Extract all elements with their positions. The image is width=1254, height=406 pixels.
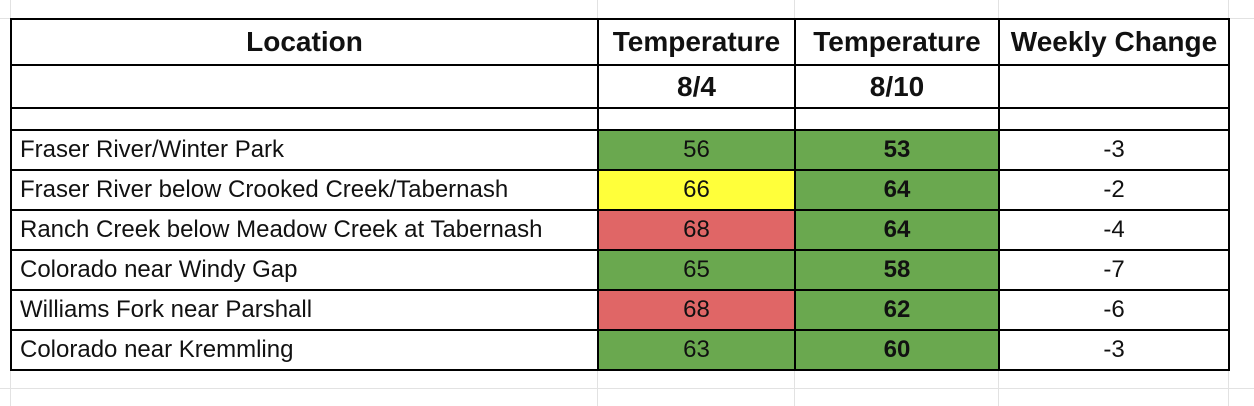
header-row-1: Location Temperature Temperature Weekly … <box>10 18 1230 66</box>
table-row: Fraser River below Crooked Creek/Taberna… <box>10 169 1230 211</box>
table-row: Williams Fork near Parshall 68 62 -6 <box>10 289 1230 331</box>
table-row: Colorado near Kremmling 63 60 -3 <box>10 329 1230 371</box>
weekly-change-cell[interactable]: -3 <box>998 329 1230 371</box>
empty-cell[interactable] <box>597 107 796 131</box>
temp-8-4-cell[interactable]: 66 <box>597 169 796 211</box>
temp-8-10-cell[interactable]: 58 <box>794 249 1000 291</box>
weekly-change-cell[interactable]: -3 <box>998 129 1230 171</box>
temp-8-4-header[interactable]: Temperature <box>597 18 796 66</box>
empty-cell[interactable] <box>10 107 599 131</box>
table-row: Fraser River/Winter Park 56 53 -3 <box>10 129 1230 171</box>
temp-8-4-date[interactable]: 8/4 <box>597 64 796 109</box>
location-cell[interactable]: Williams Fork near Parshall <box>10 289 599 331</box>
temp-8-10-cell[interactable]: 64 <box>794 169 1000 211</box>
header-row-2: 8/4 8/10 <box>10 64 1230 109</box>
weekly-change-cell[interactable]: -6 <box>998 289 1230 331</box>
temp-8-4-cell[interactable]: 65 <box>597 249 796 291</box>
temp-8-10-cell[interactable]: 64 <box>794 209 1000 251</box>
weekly-change-cell[interactable]: -4 <box>998 209 1230 251</box>
empty-cell[interactable] <box>794 107 1000 131</box>
empty-cell[interactable] <box>10 64 599 109</box>
location-cell[interactable]: Fraser River/Winter Park <box>10 129 599 171</box>
temp-8-4-cell[interactable]: 63 <box>597 329 796 371</box>
spacer-row <box>10 107 1230 131</box>
temp-8-10-date[interactable]: 8/10 <box>794 64 1000 109</box>
table-row: Ranch Creek below Meadow Creek at Tabern… <box>10 209 1230 251</box>
location-cell[interactable]: Colorado near Windy Gap <box>10 249 599 291</box>
empty-cell[interactable] <box>998 107 1230 131</box>
weekly-change-cell[interactable]: -2 <box>998 169 1230 211</box>
temp-8-10-cell[interactable]: 60 <box>794 329 1000 371</box>
location-header[interactable]: Location <box>10 18 599 66</box>
temp-8-10-header[interactable]: Temperature <box>794 18 1000 66</box>
location-cell[interactable]: Colorado near Kremmling <box>10 329 599 371</box>
location-cell[interactable]: Ranch Creek below Meadow Creek at Tabern… <box>10 209 599 251</box>
temp-8-10-cell[interactable]: 53 <box>794 129 1000 171</box>
table-row: Colorado near Windy Gap 65 58 -7 <box>10 249 1230 291</box>
weekly-change-cell[interactable]: -7 <box>998 249 1230 291</box>
temp-8-10-cell[interactable]: 62 <box>794 289 1000 331</box>
empty-cell[interactable] <box>998 64 1230 109</box>
weekly-change-header[interactable]: Weekly Change <box>998 18 1230 66</box>
temp-8-4-cell[interactable]: 68 <box>597 289 796 331</box>
location-cell[interactable]: Fraser River below Crooked Creek/Taberna… <box>10 169 599 211</box>
temperature-table: Location Temperature Temperature Weekly … <box>10 18 1230 371</box>
temp-8-4-cell[interactable]: 68 <box>597 209 796 251</box>
temp-8-4-cell[interactable]: 56 <box>597 129 796 171</box>
